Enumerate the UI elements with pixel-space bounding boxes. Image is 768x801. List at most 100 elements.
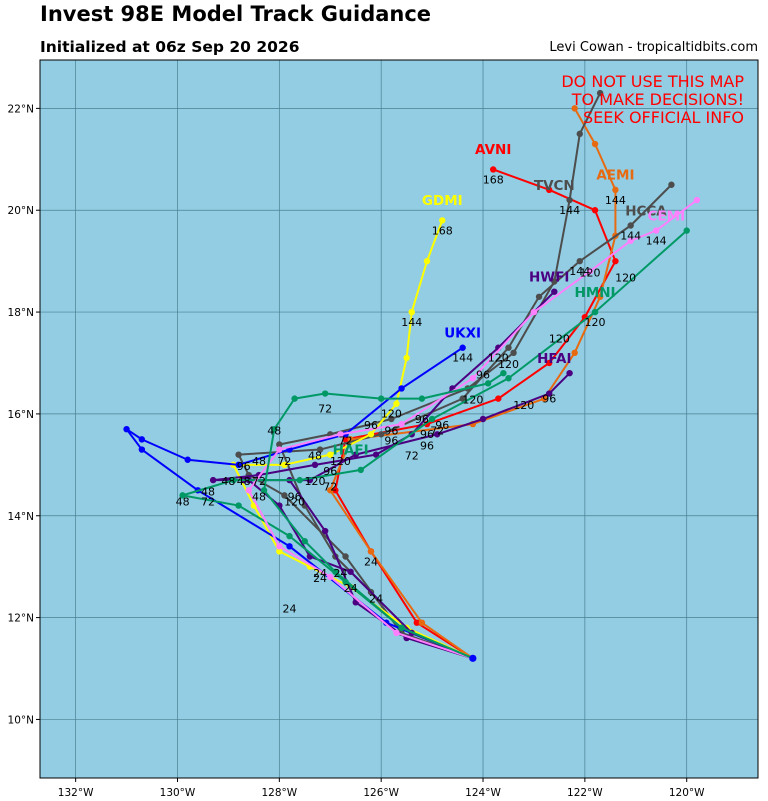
track-point	[591, 308, 599, 316]
hour-label: 24	[333, 567, 347, 580]
credit-text: Levi Cowan - tropicaltidbits.com	[549, 40, 758, 55]
hour-label: 24	[313, 567, 327, 580]
track-point	[342, 436, 349, 443]
hour-label: 96	[237, 460, 251, 473]
lon-tick-label: 132°W	[58, 787, 94, 799]
track-point	[316, 446, 324, 453]
lon-tick-label: 122°W	[567, 787, 603, 799]
model-label-hwfi: HWFI	[529, 270, 569, 286]
track-point	[505, 375, 512, 382]
track-point	[510, 349, 517, 357]
track-point	[596, 293, 604, 300]
axis-ticks: 132°W 130°W 128°W 126°W 124°W 122°W 120°W 10°N 1…	[8, 103, 706, 799]
lat-tick-label: 20°N	[8, 205, 34, 217]
track-point	[179, 492, 186, 499]
track-point	[235, 451, 242, 458]
track-point	[291, 395, 298, 402]
hour-label: 96	[476, 368, 490, 381]
track-point	[505, 344, 512, 351]
track-line	[263, 372, 504, 660]
track-point	[281, 461, 288, 469]
hour-label: 120	[381, 408, 402, 421]
track-point	[433, 431, 441, 438]
hour-label: 96	[415, 413, 429, 426]
lon-tick-label: 130°W	[160, 787, 196, 799]
track-point	[209, 476, 217, 484]
hour-label: 96	[435, 419, 449, 432]
hour-label: 48	[221, 475, 235, 488]
hour-label: 48	[201, 485, 215, 498]
track-point	[495, 395, 502, 402]
track-point	[490, 166, 497, 173]
track-point	[332, 487, 339, 494]
track-point	[479, 415, 487, 423]
hour-label: 168	[483, 173, 504, 186]
track-point	[377, 395, 385, 402]
track-point	[566, 369, 573, 377]
track-point	[439, 217, 446, 224]
hour-label: 120	[615, 272, 636, 285]
hour-label: 120	[585, 316, 606, 329]
warning-line: TO MAKE DECISIONS!	[571, 90, 744, 109]
lon-tick-label: 120°W	[669, 787, 705, 799]
track-point	[530, 308, 538, 316]
track-line	[247, 199, 698, 660]
track-hafi	[260, 369, 507, 660]
hour-label: 72	[318, 403, 332, 416]
track-point	[612, 257, 619, 265]
model-label-gdmi: GDMI	[422, 193, 463, 209]
hour-label: 48	[252, 455, 266, 468]
track-point	[418, 395, 426, 402]
hour-label: 96	[323, 465, 337, 478]
hour-label: 120	[330, 455, 351, 468]
track-point	[342, 553, 349, 560]
model-label-hmni: HMNI	[575, 285, 616, 301]
hour-label: 48	[237, 475, 251, 488]
track-point	[398, 624, 405, 631]
track-point	[138, 436, 146, 443]
warning-line: DO NOT USE THIS MAP	[561, 72, 744, 91]
track-point	[591, 140, 599, 148]
track-point	[260, 487, 268, 494]
hour-label: 96	[364, 419, 378, 432]
lat-tick-label: 12°N	[8, 613, 34, 625]
model-label-avni: AVNI	[475, 142, 511, 158]
track-point	[327, 451, 334, 458]
track-point	[276, 441, 283, 448]
hour-label: 24	[283, 603, 297, 616]
track-point	[652, 227, 660, 234]
track-point	[484, 380, 492, 387]
track-point	[271, 425, 278, 433]
track-point	[403, 354, 410, 362]
hour-label: 24	[313, 572, 327, 585]
track-point	[566, 196, 573, 204]
hour-label: 72	[277, 455, 291, 468]
track-point	[276, 548, 283, 555]
track-point	[535, 293, 543, 300]
track-point	[459, 344, 466, 351]
hour-label: 48	[176, 496, 190, 509]
hour-label: 48	[267, 424, 281, 437]
track-point	[627, 222, 634, 229]
track-point	[571, 349, 578, 357]
lon-tick-label: 124°W	[465, 787, 501, 799]
track-point	[388, 415, 395, 423]
track-point	[123, 425, 130, 433]
track-point	[276, 543, 283, 550]
hour-label: 72	[201, 496, 215, 509]
hour-label: 144	[569, 265, 590, 278]
hour-label: 96	[288, 490, 302, 503]
track-point	[459, 395, 466, 402]
track-point	[235, 461, 242, 469]
track-point	[683, 227, 690, 234]
lat-tick-label: 18°N	[8, 307, 34, 319]
track-point	[469, 375, 477, 382]
track-point	[321, 527, 329, 535]
track-point	[423, 257, 431, 265]
lat-tick-label: 22°N	[8, 103, 34, 115]
hour-label: 96	[420, 428, 434, 441]
track-point	[332, 568, 339, 575]
hour-label: 48	[308, 450, 322, 463]
